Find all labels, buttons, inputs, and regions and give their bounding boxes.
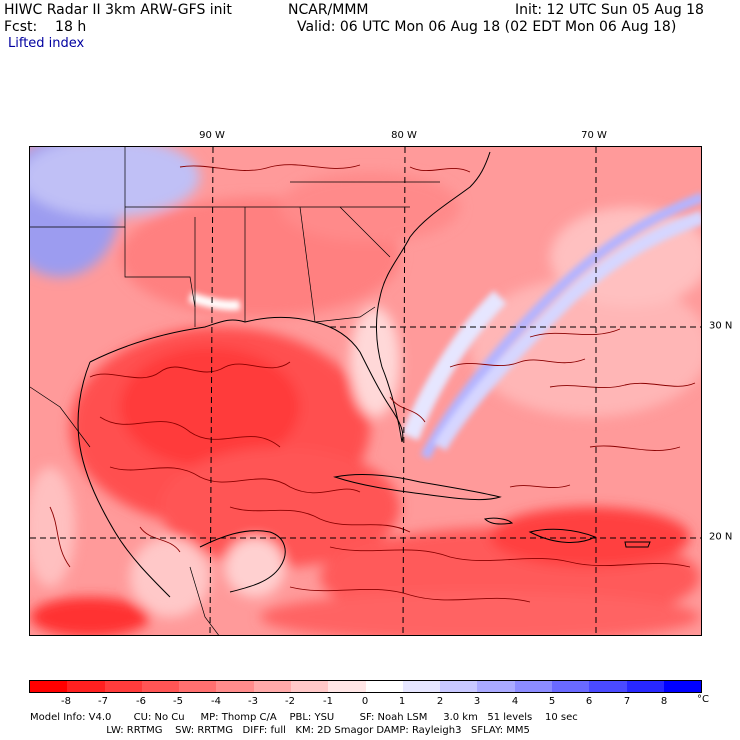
legend-swatch xyxy=(402,681,441,692)
plot-title: HIWC Radar II 3km ARW-GFS init xyxy=(4,2,232,18)
legend-colorbar xyxy=(29,680,702,693)
legend-swatch xyxy=(477,681,515,692)
legend-tick: 8 xyxy=(660,696,668,707)
legend-swatch xyxy=(626,681,664,692)
model-info-line-2: LW: RRTMG SW: RRTMG DIFF: full KM: 2D Sm… xyxy=(30,725,530,736)
legend-swatch xyxy=(179,681,217,692)
legend-swatch xyxy=(141,681,180,692)
legend-tick: -3 xyxy=(248,696,258,707)
model-info-line-1: Model Info: V4.0 CU: No Cu MP: Thomp C/A… xyxy=(30,712,578,723)
legend-tick: -8 xyxy=(61,696,71,707)
stable-band xyxy=(188,192,701,460)
legend-swatch xyxy=(589,681,627,692)
lon-label-70w: 70 W xyxy=(581,130,607,141)
forecast-hour: Fcst: 18 h xyxy=(4,19,87,35)
legend-swatch xyxy=(328,681,366,692)
legend-tick: -2 xyxy=(285,696,295,707)
legend-tick: 1 xyxy=(398,696,406,707)
legend-tick: 5 xyxy=(548,696,556,707)
legend-swatch xyxy=(253,681,291,692)
coastlines xyxy=(30,147,651,635)
lon-label-90w: 90 W xyxy=(199,130,225,141)
legend-swatch xyxy=(663,681,702,692)
legend-unit: °C xyxy=(697,694,709,705)
field-shading xyxy=(30,147,701,635)
valid-time: Valid: 06 UTC Mon 06 Aug 18 (02 EDT Mon … xyxy=(297,19,677,35)
legend-tick: 3 xyxy=(473,696,481,707)
lat-label-30n: 30 N xyxy=(709,320,733,332)
legend-tick: -4 xyxy=(211,696,221,707)
legend-tick: 4 xyxy=(511,696,519,707)
legend-tick: -1 xyxy=(323,696,333,707)
field-name: Lifted index xyxy=(8,36,85,51)
organization-label: NCAR/MMM xyxy=(288,2,369,18)
map-canvas xyxy=(30,147,701,635)
legend-swatch xyxy=(216,681,254,692)
legend-swatch xyxy=(104,681,142,692)
legend-tick: 7 xyxy=(623,696,631,707)
legend-swatch xyxy=(365,681,403,692)
lon-label-80w: 80 W xyxy=(391,130,417,141)
init-time: Init: 12 UTC Sun 05 Aug 18 xyxy=(515,2,704,18)
lat-label-20n: 20 N xyxy=(709,531,733,543)
legend-tick: 6 xyxy=(585,696,593,707)
legend-tick: -6 xyxy=(136,696,146,707)
legend-swatch xyxy=(67,681,105,692)
li-contours xyxy=(49,164,696,603)
legend-swatch xyxy=(290,681,329,692)
latlon-grid xyxy=(30,147,701,635)
legend-tick: -7 xyxy=(98,696,108,707)
lifted-index-map[interactable] xyxy=(29,146,702,636)
legend-tick: 2 xyxy=(436,696,444,707)
legend-swatch xyxy=(551,681,590,692)
legend-swatch xyxy=(440,681,478,692)
legend-tick: 0 xyxy=(361,696,369,707)
legend-swatch xyxy=(514,681,552,692)
legend-tick: -5 xyxy=(173,696,183,707)
legend-swatch xyxy=(30,681,68,692)
